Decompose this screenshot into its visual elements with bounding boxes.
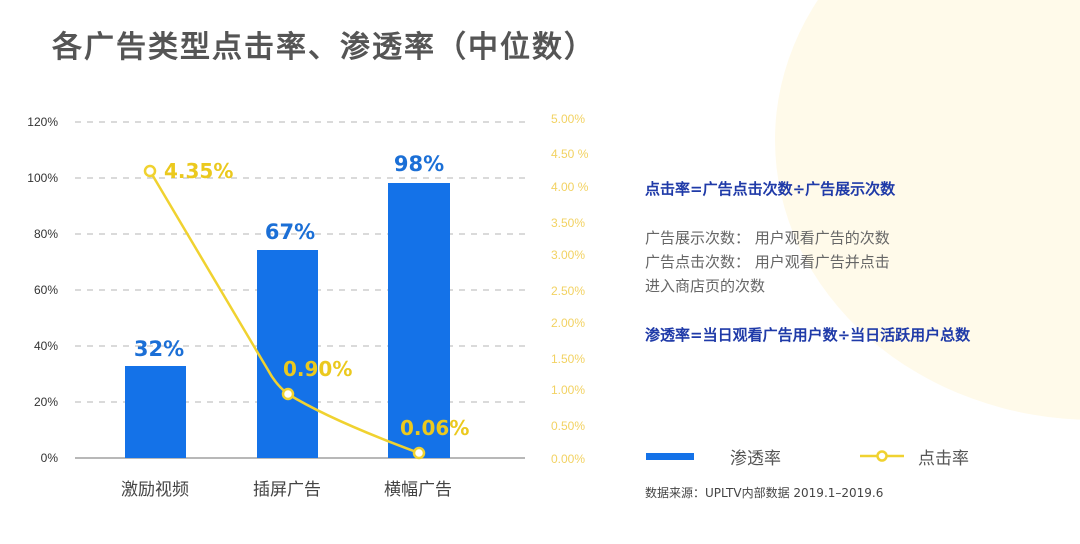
y2-tick: 0.00% (551, 452, 585, 466)
y2-tick: 5.00% (551, 112, 585, 126)
combo-chart: 120% 100% 80% 60% 40% 20% 0% 5.00% 4.50 … (27, 112, 589, 500)
y2-tick: 2.50% (551, 284, 585, 298)
left-axis: 120% 100% 80% 60% 40% 20% 0% (27, 115, 58, 465)
bar-value-label: 67% (265, 220, 315, 244)
line-value-label: 0.90% (283, 357, 352, 381)
y2-tick: 3.50% (551, 216, 585, 230)
y2-tick: 0.50% (551, 419, 585, 433)
x-tick: 激励视频 (121, 480, 189, 500)
y-tick: 80% (34, 227, 58, 241)
line-point[interactable] (281, 387, 295, 401)
y-tick: 100% (27, 171, 58, 185)
legend-item-bar[interactable]: 渗透率 (646, 444, 781, 469)
bar-incentive-video[interactable] (125, 366, 186, 458)
y-tick: 20% (34, 395, 58, 409)
bar-value-label: 32% (134, 337, 184, 361)
line-point[interactable] (143, 164, 157, 178)
y2-tick: 4.50 % (551, 147, 589, 161)
y2-tick: 4.00 % (551, 180, 589, 194)
line-value-label: 4.35% (164, 159, 233, 183)
bar-series (125, 183, 450, 458)
y-tick: 40% (34, 339, 58, 353)
ctr-formula: 点击率=广告点击次数÷广告展示次数 (645, 180, 896, 198)
data-source: 数据来源：UPLTV内部数据 2019.1–2019.6 (645, 486, 884, 500)
right-axis: 5.00% 4.50 % 4.00 % 3.50% 3.00% 2.50% 2.… (551, 112, 589, 466)
clicks-definition: 广告点击次数： 用户观看广告并点击 (645, 253, 890, 271)
y2-tick: 3.00% (551, 248, 585, 262)
bar-value-label: 98% (394, 152, 444, 176)
y2-tick: 1.50% (551, 352, 585, 366)
bar-interstitial[interactable] (257, 250, 318, 458)
y-tick: 120% (27, 115, 58, 129)
line-point[interactable] (412, 446, 426, 460)
clicks-definition-cont: 进入商店页的次数 (645, 277, 766, 295)
page-title: 各广告类型点击率、渗透率（中位数） (52, 30, 596, 65)
penetration-formula: 渗透率=当日观看广告用户数÷当日活跃用户总数 (645, 326, 971, 344)
y-tick: 0% (41, 451, 59, 465)
line-marker-icon (860, 450, 904, 462)
background-circle (775, 0, 1080, 420)
legend-label: 点击率 (918, 448, 969, 469)
legend-item-line[interactable]: 点击率 (860, 444, 969, 469)
legend-label: 渗透率 (730, 448, 781, 469)
bar-swatch-icon (646, 452, 694, 460)
y2-tick: 2.00% (551, 316, 585, 330)
y-tick: 60% (34, 283, 58, 297)
y2-tick: 1.00% (551, 383, 585, 397)
line-value-label: 0.06% (400, 416, 469, 440)
line-series (143, 164, 426, 460)
x-tick: 横幅广告 (384, 480, 452, 500)
bar-banner[interactable] (388, 183, 450, 458)
x-tick: 插屏广告 (253, 480, 321, 500)
impressions-definition: 广告展示次数： 用户观看广告的次数 (645, 229, 890, 247)
